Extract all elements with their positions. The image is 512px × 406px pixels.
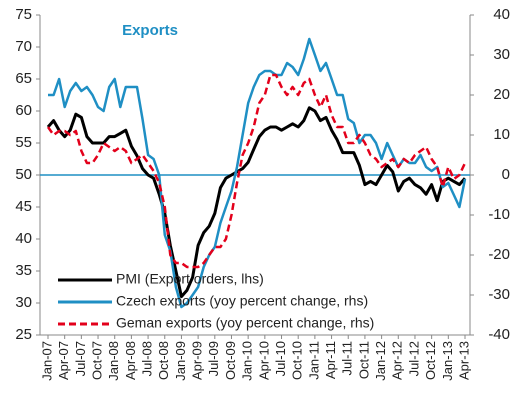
y-tick-label: 70 (15, 38, 32, 55)
x-tick-label: Jul-07 (73, 341, 88, 376)
x-tick-label: Apr-09 (190, 341, 205, 380)
y-tick-label: 30 (15, 294, 32, 311)
chart-title: Exports (122, 22, 178, 39)
x-tick-label: Jul-09 (206, 341, 221, 376)
x-tick-label: Jul-12 (406, 341, 421, 376)
y2-tick-label: 0 (502, 166, 510, 183)
y2-tick-label: 10 (493, 126, 510, 143)
x-tick-label: Oct-12 (423, 341, 438, 380)
series-line (46, 73, 467, 269)
x-tick-label: Jul-11 (340, 341, 355, 375)
x-tick-label: Apr-10 (256, 341, 271, 380)
x-tick-label: Oct-08 (156, 341, 171, 380)
x-tick-label: Jan-07 (39, 341, 54, 381)
y2-tick-label: -30 (488, 286, 510, 303)
x-tick-label: Jan-10 (240, 341, 255, 381)
y-tick-label: 55 (15, 134, 32, 151)
x-tick-label: Apr-08 (123, 341, 138, 380)
y2-tick-label: -20 (488, 246, 510, 263)
legend-label: Czech exports (yoy percent change, rhs) (116, 293, 368, 309)
x-tick-label: Jan-12 (373, 341, 388, 381)
x-tick-label: Jan-11 (306, 341, 321, 380)
x-tick-label: Apr-11 (323, 341, 338, 379)
x-tick-label: Jan-08 (106, 341, 121, 381)
x-tick-label: Jan-13 (440, 341, 455, 381)
y-tick-label: 65 (15, 70, 32, 87)
x-tick-label: Apr-07 (56, 341, 71, 380)
x-tick-label: Oct-10 (290, 341, 305, 380)
series-line (46, 106, 467, 299)
y2-tick-label: 40 (493, 6, 510, 23)
legend-label: Geman exports (yoy percent change, rhs) (116, 315, 374, 331)
y-tick-label: 40 (15, 230, 32, 247)
y2-tick-label: -40 (488, 326, 510, 343)
x-tick-label: Jan-09 (173, 341, 188, 381)
y-tick-label: 45 (15, 198, 32, 215)
x-tick-label: Oct-07 (89, 341, 104, 380)
x-tick-label: Apr-12 (390, 341, 405, 380)
y2-tick-label: 30 (493, 46, 510, 63)
x-tick-label: Jul-10 (273, 341, 288, 376)
y2-tick-label: -10 (488, 206, 510, 223)
y-tick-label: 50 (15, 166, 32, 183)
x-tick-label: Oct-11 (356, 341, 371, 379)
x-tick-label: Oct-09 (223, 341, 238, 380)
legend-label: PMI (Export orders, lhs) (116, 271, 264, 287)
y-tick-label: 60 (15, 102, 32, 119)
y-tick-label: 25 (15, 326, 32, 343)
series-line (48, 37, 467, 309)
x-tick-label: Jul-08 (140, 341, 155, 376)
y-tick-label: 75 (15, 6, 32, 23)
x-tick-label: Apr-13 (456, 341, 471, 380)
y-tick-label: 35 (15, 262, 32, 279)
y2-tick-label: 20 (493, 86, 510, 103)
